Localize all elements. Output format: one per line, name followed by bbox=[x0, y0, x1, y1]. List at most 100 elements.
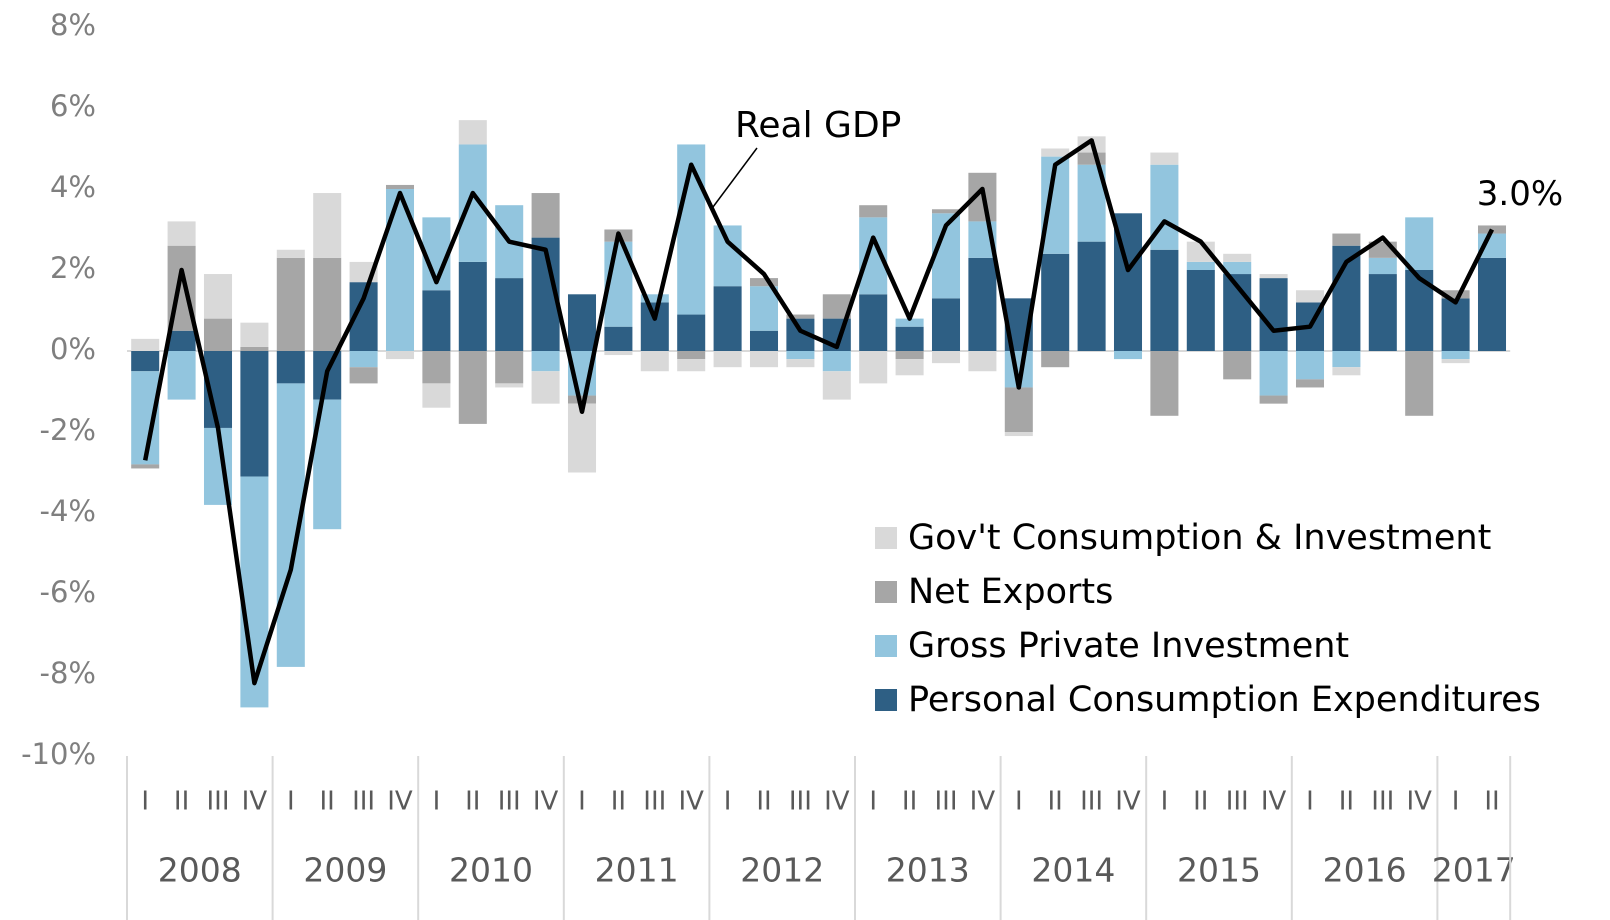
x-tick-label: III bbox=[1226, 787, 1249, 817]
bar-segment bbox=[786, 359, 815, 368]
bar-segment bbox=[677, 359, 706, 372]
bar-segment bbox=[1405, 217, 1434, 270]
bar-segment bbox=[495, 383, 524, 388]
bar-segment bbox=[604, 326, 633, 351]
x-tick-label: I bbox=[869, 787, 877, 817]
bar-segment bbox=[713, 225, 742, 287]
x-tick-label: II bbox=[465, 787, 480, 817]
x-tick-label: II bbox=[1193, 787, 1208, 817]
bar-segment bbox=[313, 193, 342, 258]
x-tick-label: I bbox=[141, 787, 149, 817]
bar-segment bbox=[1041, 148, 1070, 157]
year-label: 2014 bbox=[1031, 851, 1115, 890]
year-label: 2015 bbox=[1177, 851, 1261, 890]
x-tick-label: I bbox=[287, 787, 295, 817]
bar-segment bbox=[1186, 270, 1215, 351]
bar-segment bbox=[677, 351, 706, 360]
year-label: 2011 bbox=[595, 851, 679, 890]
bar-segment bbox=[713, 286, 742, 351]
x-tick-label: IV bbox=[242, 787, 268, 817]
bar-segment bbox=[895, 359, 924, 376]
x-tick-label: IV bbox=[387, 787, 413, 817]
y-tick-label: 4% bbox=[50, 170, 96, 204]
bar-segment bbox=[1295, 379, 1325, 388]
y-tick-label: -10% bbox=[21, 737, 96, 771]
bar-segment bbox=[895, 351, 924, 360]
bar-segment bbox=[1041, 351, 1070, 368]
bar-segment bbox=[531, 371, 560, 404]
x-tick-label: III bbox=[1080, 787, 1103, 817]
bar-segment bbox=[495, 278, 524, 351]
bar-segment bbox=[931, 298, 961, 351]
legend-swatch bbox=[875, 527, 897, 549]
bar-segment bbox=[1295, 351, 1325, 380]
x-tick-label: I bbox=[1306, 787, 1314, 817]
bar-segment bbox=[1441, 290, 1470, 299]
y-tick-label: -6% bbox=[40, 575, 96, 609]
y-tick-label: 2% bbox=[50, 251, 96, 285]
bar-segment bbox=[1004, 387, 1033, 432]
bar-segment bbox=[276, 351, 305, 384]
legend-label: Gross Private Investment bbox=[908, 626, 1349, 666]
bar-segment bbox=[640, 294, 669, 303]
x-tick-label: IV bbox=[824, 787, 850, 817]
bar-segment bbox=[1150, 152, 1179, 165]
bar-segment bbox=[276, 257, 305, 351]
bar-segment bbox=[495, 351, 524, 384]
year-label: 2016 bbox=[1323, 851, 1407, 890]
year-label: 2017 bbox=[1432, 851, 1516, 890]
legend-swatch bbox=[875, 581, 897, 603]
bar-segment bbox=[968, 257, 997, 351]
bar-segment bbox=[1332, 233, 1361, 246]
x-tick-label: III bbox=[498, 787, 521, 817]
bar-segment bbox=[167, 330, 196, 351]
bar-segment bbox=[385, 184, 415, 189]
x-tick-label: II bbox=[1484, 787, 1499, 817]
x-tick-label: IV bbox=[533, 787, 559, 817]
bar-segment bbox=[1223, 253, 1252, 262]
x-tick-label: III bbox=[352, 787, 375, 817]
bar-segment bbox=[203, 274, 233, 319]
bar-segment bbox=[422, 290, 451, 351]
year-label: 2013 bbox=[886, 851, 970, 890]
bar-segment bbox=[567, 403, 597, 473]
bar-segment bbox=[1223, 261, 1252, 275]
x-tick-label: I bbox=[1161, 787, 1169, 817]
bar-segment bbox=[895, 318, 924, 327]
year-label: 2012 bbox=[740, 851, 824, 890]
bar-segment bbox=[458, 351, 487, 424]
bar-segment bbox=[313, 257, 342, 351]
bar-segment bbox=[240, 322, 269, 347]
y-tick-label: 6% bbox=[50, 89, 96, 123]
y-tick-label: -2% bbox=[40, 413, 96, 447]
bar-segment bbox=[1259, 278, 1288, 351]
bar-segment bbox=[640, 351, 669, 372]
x-tick-label: I bbox=[433, 787, 441, 817]
bar-segment bbox=[1441, 359, 1470, 364]
bar-segment bbox=[131, 338, 160, 351]
bar-segment bbox=[1477, 257, 1507, 351]
legend-swatch bbox=[875, 635, 897, 657]
legend-label: Gov't Consumption & Investment bbox=[908, 518, 1491, 558]
bar-segment bbox=[240, 351, 269, 477]
x-tick-label: II bbox=[611, 787, 626, 817]
bar-segment bbox=[458, 120, 487, 145]
legend-label: Personal Consumption Expenditures bbox=[908, 680, 1541, 720]
y-tick-label: 8% bbox=[50, 8, 96, 42]
bar-segment bbox=[1259, 395, 1288, 404]
bar-segment bbox=[567, 294, 597, 351]
bar-segment bbox=[385, 351, 415, 360]
bar-segment bbox=[349, 367, 378, 384]
bar-segment bbox=[859, 205, 888, 218]
bar-segment bbox=[1332, 367, 1361, 376]
x-tick-label: IV bbox=[970, 787, 996, 817]
bar-segment bbox=[1259, 274, 1288, 279]
bar-segment bbox=[931, 351, 961, 364]
x-tick-label: II bbox=[902, 787, 917, 817]
bar-segment bbox=[203, 318, 233, 351]
bar-segment bbox=[1441, 298, 1470, 351]
bar-segment bbox=[786, 351, 815, 360]
bar-segment bbox=[276, 249, 305, 258]
x-tick-label: I bbox=[1452, 787, 1460, 817]
